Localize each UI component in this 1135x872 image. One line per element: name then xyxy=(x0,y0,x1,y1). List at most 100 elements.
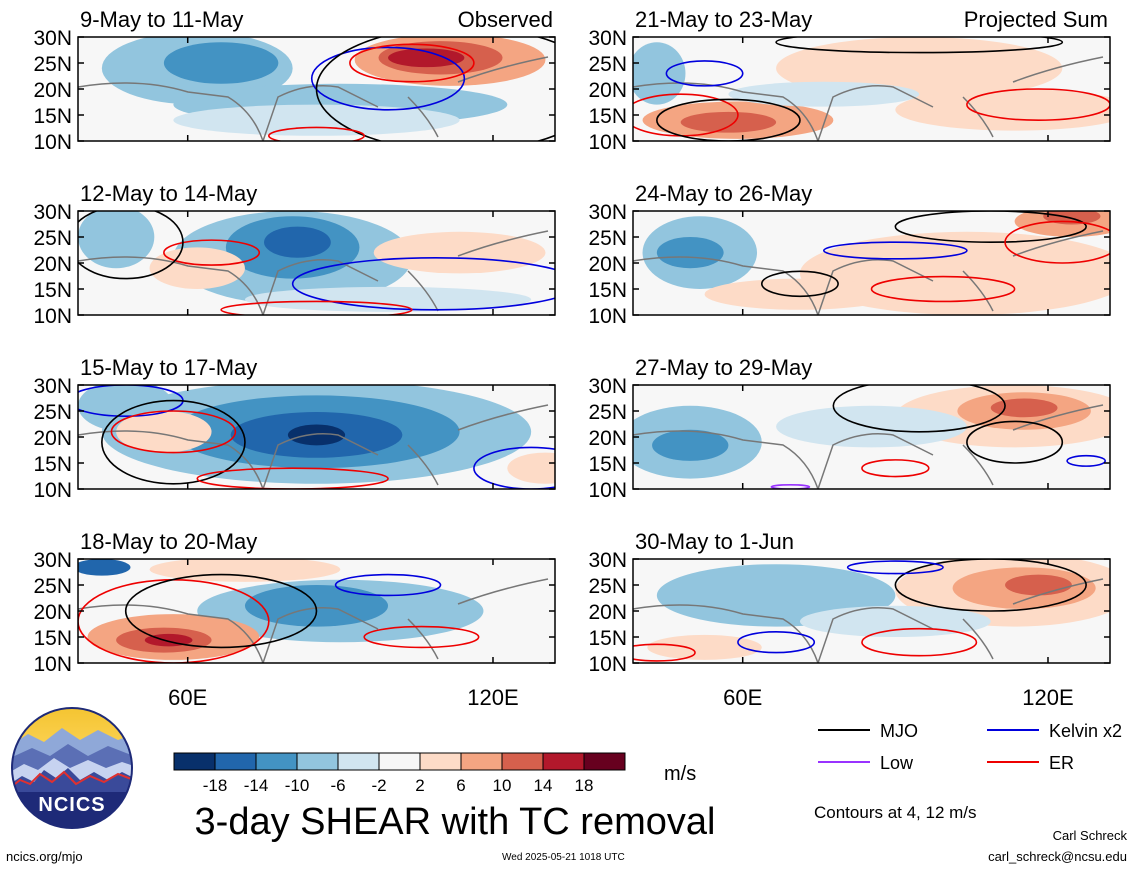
lat-tick-label: 10N xyxy=(33,653,72,676)
shading-layer xyxy=(101,37,546,136)
lat-tick-label: 10N xyxy=(588,653,627,676)
shear-anomaly xyxy=(1005,574,1072,596)
map-panel: 15-May to 17-May 30N 25N 20N 15N 10N xyxy=(33,355,556,502)
coastline xyxy=(78,56,549,141)
contour-note: Contours at 4, 12 m/s xyxy=(814,803,977,822)
wave-contour xyxy=(966,420,1064,464)
lon-tick-label: 120E xyxy=(1022,685,1073,710)
legend: MJO Kelvin x2 Low ER xyxy=(818,721,1122,773)
legend-label: Low xyxy=(880,753,914,773)
lat-tick-label: 25N xyxy=(588,401,627,424)
lat-tick-label: 30N xyxy=(588,27,627,50)
lat-tick-label: 30N xyxy=(33,201,72,224)
wave-contour xyxy=(315,37,555,141)
lat-tick-label: 30N xyxy=(33,375,72,398)
lat-tick-label: 25N xyxy=(33,401,72,424)
colorbar-label: -14 xyxy=(244,776,269,795)
lat-tick-label: 20N xyxy=(588,601,627,624)
coastline xyxy=(78,404,549,489)
main-title: 3-day SHEAR with TC removal xyxy=(194,801,716,843)
wave-contour xyxy=(737,630,816,654)
coastline xyxy=(633,230,1104,315)
wave-contour xyxy=(770,484,811,489)
shear-anomaly xyxy=(388,48,465,68)
colorbar: -18 -14 -10 -6 -2 2 6 10 14 18 xyxy=(173,752,626,795)
coastline xyxy=(633,56,1104,141)
legend-label: ER xyxy=(1049,753,1074,773)
wave-contour xyxy=(760,270,839,298)
shear-anomaly xyxy=(373,231,546,274)
legend-label: Kelvin x2 xyxy=(1049,721,1122,741)
lat-tick-label: 20N xyxy=(33,427,72,450)
wave-contour xyxy=(291,257,555,311)
lat-tick-label: 30N xyxy=(33,27,72,50)
wave-contour xyxy=(334,573,442,597)
wave-contour xyxy=(268,126,365,141)
colorbar-swatch xyxy=(501,752,544,771)
shear-anomaly xyxy=(144,633,193,647)
map-panel: 30-May to 1-Jun 30N 25N 20N 15N 10N 60E 120E xyxy=(588,529,1111,710)
lat-tick-label: 15N xyxy=(588,453,627,476)
lon-tick-label: 60E xyxy=(168,685,207,710)
logo-text: NCICS xyxy=(38,794,105,816)
colorbar-label: 10 xyxy=(493,776,512,795)
shear-anomaly xyxy=(652,429,729,461)
lat-tick-label: 10N xyxy=(33,479,72,502)
lat-tick-label: 10N xyxy=(588,305,627,328)
map-panel: 21-May to 23-May Projected Sum 30N 25N 20N 15… xyxy=(588,7,1111,154)
wave-contour xyxy=(894,559,1087,612)
author-email[interactable]: carl_schreck@ncsu.edu xyxy=(988,849,1127,864)
shear-anomaly xyxy=(656,237,724,269)
wave-contour xyxy=(310,46,466,111)
wave-contour xyxy=(832,385,1006,433)
wave-contour xyxy=(870,275,1016,303)
wave-contour xyxy=(220,300,413,315)
panel-period: 27-May to 29-May xyxy=(635,355,812,380)
shear-anomaly xyxy=(287,424,346,446)
lat-tick-label: 15N xyxy=(588,627,627,650)
shear-anomaly xyxy=(633,42,686,105)
map-panel: 27-May to 29-May 30N 25N 20N 15N 10N xyxy=(588,355,1111,502)
ncics-logo: NCICS xyxy=(10,706,134,830)
shear-anomaly xyxy=(776,405,967,448)
colorbar-swatch xyxy=(255,752,298,771)
wave-contour xyxy=(196,467,389,489)
colorbar-label: 2 xyxy=(415,776,424,795)
lat-tick-label: 20N xyxy=(33,601,72,624)
lat-tick-label: 10N xyxy=(33,131,72,154)
colorbar-label: -6 xyxy=(330,776,345,795)
colorbar-swatch xyxy=(214,752,257,771)
coastline xyxy=(78,578,549,663)
lat-tick-label: 20N xyxy=(588,427,627,450)
site-link[interactable]: ncics.org/mjo xyxy=(6,849,83,864)
lat-tick-label: 25N xyxy=(588,575,627,598)
shear-anomaly xyxy=(163,42,279,84)
colorbar-swatch xyxy=(542,752,585,771)
lat-tick-label: 15N xyxy=(33,453,72,476)
colorbar-label: 18 xyxy=(575,776,594,795)
wave-contour xyxy=(846,560,944,575)
wave-contour xyxy=(101,399,246,485)
colorbar-swatch xyxy=(296,752,339,771)
shear-anomaly xyxy=(78,211,155,269)
lon-tick-label: 60E xyxy=(723,685,762,710)
panel-period: 21-May to 23-May xyxy=(635,7,812,32)
wave-contour xyxy=(861,459,930,478)
wave-contour xyxy=(894,211,1087,243)
colorbar-label: 6 xyxy=(456,776,465,795)
shear-anomaly xyxy=(116,411,212,453)
coastline xyxy=(78,230,549,315)
wave-contour xyxy=(349,43,475,83)
panels-layer: 9-May to 11-May Observed30N25N20N15N10N12… xyxy=(33,7,1111,710)
lat-tick-label: 25N xyxy=(588,227,627,250)
wave-contour xyxy=(473,446,555,489)
units-label: m/s xyxy=(664,763,697,785)
panel-period: 15-May to 17-May xyxy=(80,355,257,380)
shear-anomaly xyxy=(149,247,245,289)
wave-contour xyxy=(124,573,318,649)
shear-anomaly xyxy=(990,398,1058,418)
colorbar-label: -18 xyxy=(203,776,228,795)
lat-tick-label: 30N xyxy=(588,375,627,398)
shear-anomaly xyxy=(244,286,532,312)
